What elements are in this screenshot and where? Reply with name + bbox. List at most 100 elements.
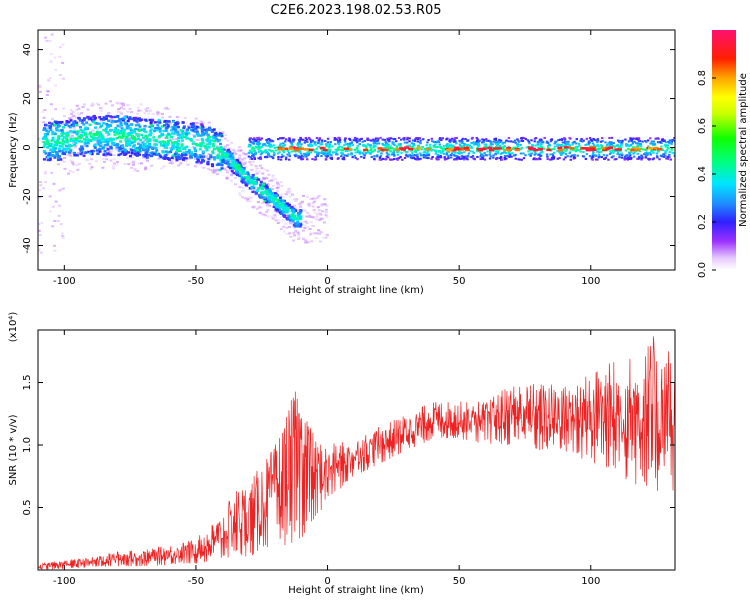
heat-cell xyxy=(257,136,261,139)
heat-cell xyxy=(317,151,321,154)
heat-cell xyxy=(322,221,326,224)
heat-cell xyxy=(81,131,85,134)
heat-cell xyxy=(256,142,259,145)
heat-cell xyxy=(265,141,269,144)
heat-cell xyxy=(423,155,426,158)
heat-cell xyxy=(296,213,300,217)
heat-cell xyxy=(257,170,261,173)
heat-cell xyxy=(144,108,148,111)
heat-cell xyxy=(269,187,273,190)
heat-cell xyxy=(269,155,272,158)
heat-cell xyxy=(182,125,186,128)
heat-cell xyxy=(62,152,66,156)
heat-cell xyxy=(439,145,443,148)
heat-cell xyxy=(171,125,175,129)
heat-cell xyxy=(252,147,255,150)
heat-cell xyxy=(179,142,183,145)
heat-cell xyxy=(253,156,256,159)
heat-cell xyxy=(84,151,88,154)
heat-cell xyxy=(173,154,177,158)
heat-cell-peak xyxy=(277,148,283,151)
heat-cell xyxy=(669,140,672,143)
heat-cell xyxy=(209,155,213,158)
heat-cell xyxy=(621,139,624,142)
heat-cell xyxy=(286,149,290,152)
heat-cell xyxy=(106,114,110,118)
heat-cell xyxy=(85,121,89,124)
heat-cell xyxy=(596,150,599,153)
heat-cell xyxy=(157,157,161,160)
heat-cell xyxy=(314,150,317,153)
heat-cell xyxy=(172,141,176,144)
heat-cell xyxy=(299,145,302,148)
heat-cell xyxy=(251,205,255,208)
heat-cell xyxy=(253,205,257,208)
heat-cell xyxy=(128,119,132,122)
heat-cell xyxy=(212,147,216,151)
heat-cell xyxy=(137,129,141,132)
heat-cell xyxy=(80,140,84,143)
heat-cell xyxy=(224,154,228,157)
heat-cell xyxy=(243,197,247,200)
heat-cell xyxy=(122,128,126,132)
heat-cell xyxy=(77,162,81,165)
heat-cell xyxy=(148,125,152,129)
heat-cell xyxy=(632,146,635,149)
heat-cell xyxy=(138,149,142,153)
heat-cell-peak xyxy=(585,148,591,152)
snr-series-line xyxy=(38,336,675,570)
heat-cell xyxy=(185,145,189,148)
heat-cell xyxy=(250,152,254,155)
heat-cell-peak xyxy=(464,146,470,150)
heat-cell xyxy=(289,222,293,225)
heat-cell xyxy=(45,90,49,93)
heat-cell xyxy=(411,146,414,149)
heat-cell xyxy=(254,182,258,185)
heat-cell xyxy=(175,149,179,153)
heat-cell xyxy=(540,138,543,141)
heat-cell xyxy=(293,204,297,207)
heat-cell xyxy=(533,153,536,156)
heat-cell xyxy=(184,157,188,160)
heat-cell xyxy=(109,137,113,140)
heat-cell xyxy=(168,123,172,126)
heat-cell xyxy=(143,168,147,171)
heat-cell xyxy=(51,145,55,148)
heat-cell xyxy=(466,143,470,146)
heat-cell xyxy=(437,155,440,158)
heat-cell xyxy=(337,148,340,151)
figure-title: C2E6.2023.198.02.53.R05 xyxy=(270,3,441,18)
heat-cell xyxy=(235,162,239,165)
heat-cell xyxy=(141,136,145,139)
heat-cell xyxy=(514,146,518,149)
heat-cell xyxy=(356,158,359,161)
heat-cell xyxy=(633,151,636,154)
heat-cell xyxy=(114,120,118,123)
heat-cell xyxy=(600,156,604,159)
heat-cell-peak xyxy=(630,148,636,151)
heat-cell xyxy=(381,147,385,150)
heat-cell xyxy=(252,154,255,157)
heat-cell xyxy=(85,135,89,139)
heat-cell xyxy=(343,139,347,142)
heat-cell xyxy=(238,166,242,169)
heat-cell xyxy=(397,143,400,146)
heat-cell xyxy=(250,176,254,179)
heat-cell xyxy=(45,93,49,96)
heat-cell xyxy=(207,121,211,124)
heat-cell xyxy=(320,140,324,143)
heat-cell xyxy=(90,166,94,169)
heat-cell xyxy=(128,107,132,110)
heat-cell xyxy=(360,155,363,158)
heat-cell xyxy=(244,183,248,187)
heat-cell xyxy=(80,146,84,149)
heat-cell xyxy=(53,156,57,159)
heat-cell xyxy=(299,152,303,155)
heat-cell xyxy=(297,145,300,148)
heat-cell xyxy=(117,153,121,157)
heat-cell xyxy=(109,100,113,103)
heat-cell xyxy=(144,158,148,161)
heat-cell xyxy=(206,160,210,164)
heat-cell xyxy=(266,205,270,208)
